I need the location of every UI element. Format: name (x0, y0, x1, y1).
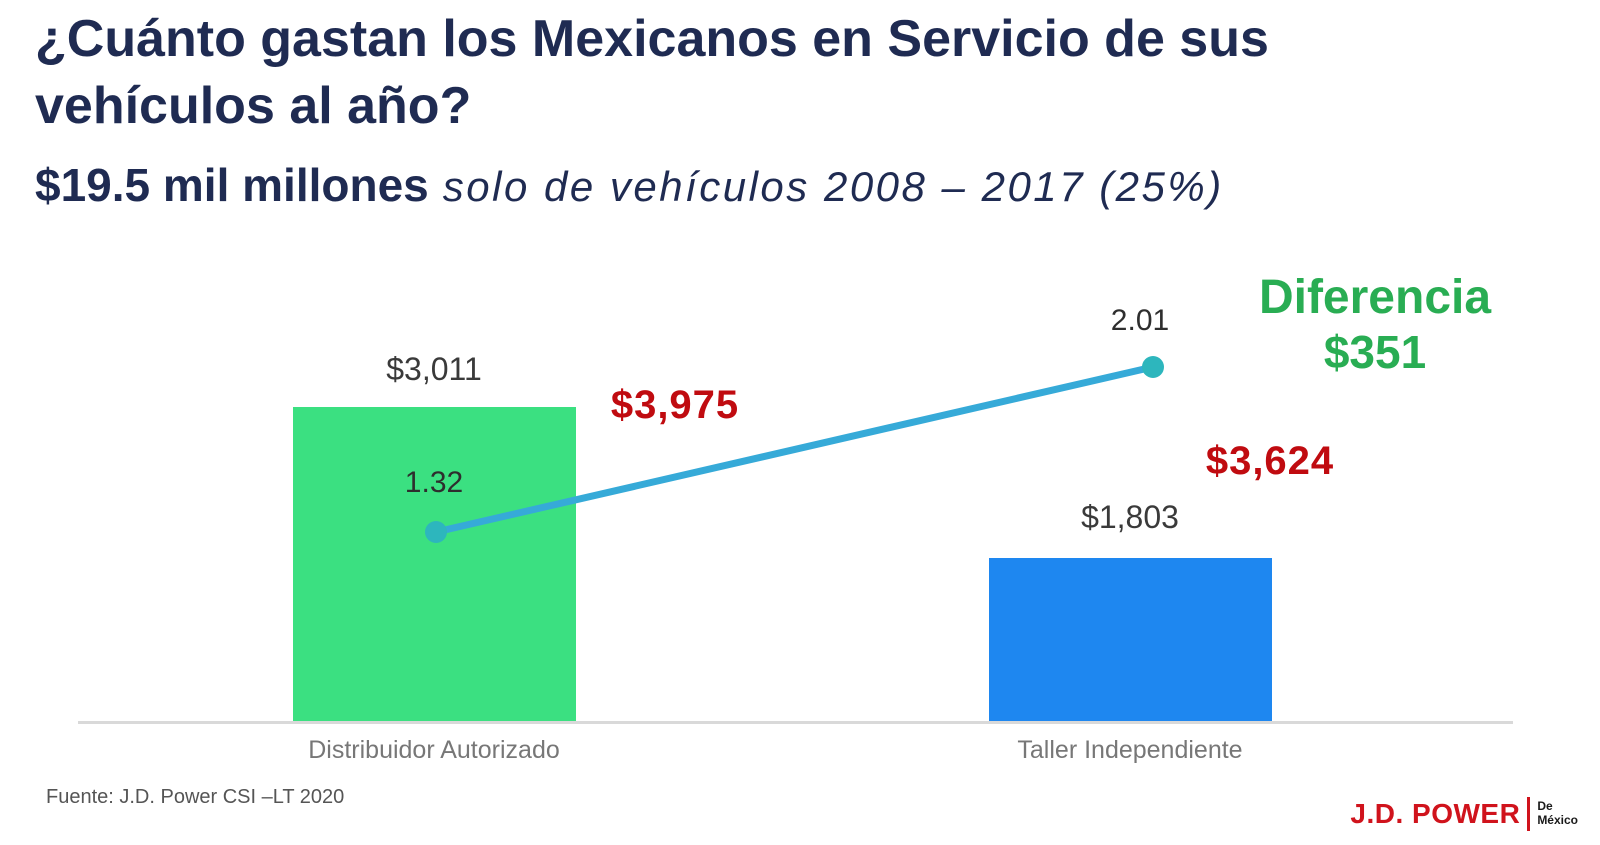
diferencia-label: Diferencia (1258, 271, 1492, 324)
page-title-line1: ¿Cuánto gastan los Mexicanos en Servicio… (35, 10, 1269, 68)
bar-value-label-taller: $1,803 (1081, 499, 1179, 535)
jdpower-logo-text: J.D. POWER (1350, 798, 1521, 829)
logo-separator (1527, 797, 1531, 831)
bar-distribuidor-autorizado (292, 407, 576, 721)
bar-value-label-distribuidor: $3,011 (386, 351, 482, 387)
category-label-distribuidor: Distribuidor Autorizado (308, 736, 560, 764)
subtitle-scope: solo de vehículos 2008 – 2017 (25%) (442, 163, 1224, 210)
page-title-line2: vehículos al año? (35, 76, 472, 135)
logo-region-text: De México (1537, 799, 1578, 828)
logo-region-line2: México (1537, 813, 1578, 827)
annual-spend-label-distribuidor: $3,975 (610, 383, 740, 427)
bar-taller-independiente (988, 558, 1272, 721)
visits-value-label-distribuidor: 1.32 (404, 466, 464, 499)
diferencia-annotation: Diferencia $351 (1215, 271, 1535, 380)
category-label-taller: Taller Independiente (1017, 736, 1243, 764)
x-axis-line (78, 721, 1513, 724)
line-marker-taller (1142, 356, 1164, 378)
annual-spend-label-taller: $3,624 (1205, 439, 1335, 483)
page-title: ¿Cuánto gastan los Mexicanos en Servicio… (35, 6, 1535, 139)
subtitle-amount: $19.5 mil millones (35, 159, 429, 211)
subtitle: $19.5 mil millones solo de vehículos 2008… (35, 158, 1535, 212)
diferencia-value: $351 (1323, 325, 1427, 378)
source-note: Fuente: J.D. Power CSI –LT 2020 (46, 786, 345, 808)
jdpower-logo: J.D. POWER De México (1350, 797, 1578, 831)
visits-value-label-taller: 2.01 (1110, 304, 1170, 337)
logo-region-line1: De (1537, 799, 1553, 814)
